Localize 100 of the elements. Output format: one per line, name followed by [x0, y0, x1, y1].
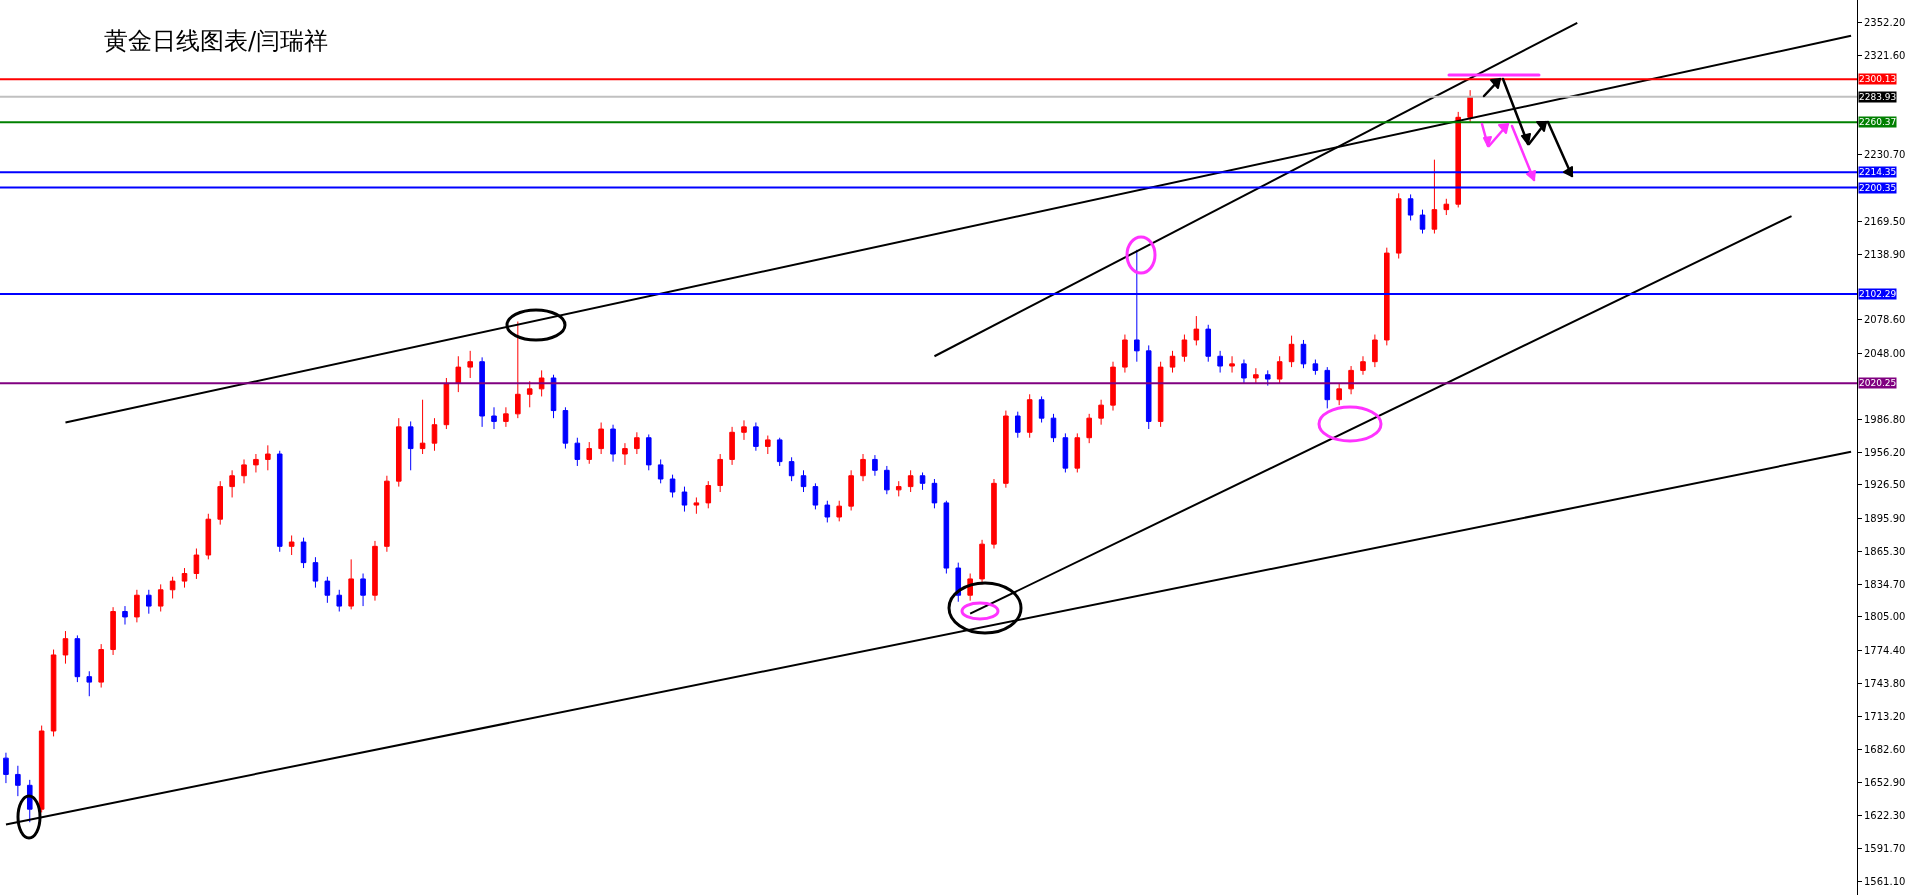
candlestick [1384, 247, 1390, 346]
candlestick [1431, 159, 1438, 235]
candlestick [122, 605, 128, 626]
candlestick [1145, 344, 1152, 430]
candlestick [360, 573, 366, 607]
candlestick [824, 500, 831, 523]
y-tick-label: 1805.00 [1864, 611, 1906, 623]
candlestick [395, 417, 402, 488]
candlestick [1443, 198, 1450, 216]
ref-line-label: 2214.35 [1859, 167, 1897, 177]
y-tick-label: 1591.70 [1864, 843, 1906, 855]
candlestick [907, 469, 914, 493]
candlestick [146, 589, 152, 615]
candlestick [1264, 369, 1271, 387]
candlestick [407, 420, 414, 471]
candlestick [705, 480, 712, 509]
candlestick [241, 458, 247, 484]
candlestick [586, 441, 593, 465]
candlestick [884, 465, 890, 495]
candlestick [562, 406, 569, 450]
y-tick-label: 2138.90 [1864, 248, 1906, 260]
candlestick [1288, 335, 1295, 368]
y-tick-label: 2321.60 [1864, 50, 1906, 62]
candlestick [86, 670, 93, 697]
candlestick [1324, 366, 1331, 409]
candlestick [1098, 399, 1104, 426]
y-tick-label: 1834.70 [1864, 579, 1906, 591]
candlestick [1074, 432, 1081, 473]
candlestick [1372, 334, 1378, 368]
ref-line-label: 2283.93 [1859, 92, 1897, 102]
candlestick [193, 548, 200, 580]
candlestick [1300, 339, 1307, 369]
ref-line-label: 2260.37 [1859, 117, 1897, 127]
candlestick [181, 567, 188, 589]
y-tick-label: 1713.20 [1864, 711, 1906, 723]
candlestick [931, 478, 938, 509]
y-tick-label: 1652.90 [1864, 776, 1906, 788]
candlestick [62, 630, 69, 665]
candlestick [205, 513, 212, 560]
ref-line-label: 2102.29 [1859, 289, 1897, 299]
candlestick [872, 454, 878, 477]
candlestick [74, 634, 81, 683]
candlestick [1395, 192, 1402, 260]
candlestick [1312, 359, 1319, 376]
candlestick [419, 399, 426, 455]
candlestick [1348, 365, 1354, 395]
y-tick-label: 2078.60 [1864, 314, 1906, 326]
candlestick [788, 456, 795, 482]
candlestick [574, 437, 581, 467]
candlestick [1455, 111, 1462, 208]
y-tick-label: 1622.30 [1864, 809, 1906, 821]
candlestick [765, 435, 771, 455]
candlestick [1110, 361, 1116, 412]
candlestick [1241, 359, 1247, 384]
candlestick [1205, 324, 1212, 363]
y-tick-label: 2048.00 [1864, 347, 1906, 359]
candlestick [50, 649, 57, 737]
candlestick [681, 486, 688, 513]
candlestick [848, 469, 854, 511]
candlestick [800, 469, 807, 493]
y-tick-label: 2169.50 [1864, 215, 1906, 227]
candlestick [372, 540, 378, 602]
candlestick [895, 480, 902, 497]
candlestick [669, 474, 676, 498]
y-tick-label: 2352.20 [1864, 17, 1906, 29]
candlestick [253, 453, 259, 473]
candlestick [776, 437, 783, 467]
ref-line-label: 2200.35 [1859, 183, 1897, 193]
candlestick [134, 589, 140, 623]
ref-line-label: 2300.13 [1859, 74, 1897, 84]
candlestick [598, 422, 604, 455]
y-tick-label: 1774.40 [1864, 644, 1906, 656]
candlestick [1062, 432, 1069, 473]
candlestick [479, 356, 485, 428]
candlestick [753, 422, 759, 452]
candlestick [1038, 395, 1045, 424]
candlestick [169, 576, 176, 599]
candlestick [1193, 315, 1200, 346]
candlestick [979, 539, 985, 585]
candlestick [1407, 193, 1414, 221]
candlestick [1360, 355, 1366, 376]
candlestick [443, 377, 450, 430]
candlestick [312, 556, 319, 589]
candlestick [1276, 355, 1283, 384]
y-tick-label: 1682.60 [1864, 744, 1906, 756]
y-tick-label: 1986.80 [1864, 413, 1906, 425]
candlestick [324, 576, 331, 604]
candlestick [1217, 350, 1223, 374]
candlestick [503, 406, 509, 428]
candlestick [455, 355, 462, 393]
candlestick [336, 589, 343, 613]
candlestick [645, 433, 652, 471]
candlestick [741, 419, 747, 441]
candlestick [431, 417, 438, 452]
candlestick [657, 458, 664, 484]
y-tick-label: 1956.20 [1864, 447, 1906, 459]
candlestick [98, 643, 104, 689]
candlestick [1336, 382, 1342, 406]
candlestick [622, 442, 628, 466]
candlestick [265, 444, 271, 471]
